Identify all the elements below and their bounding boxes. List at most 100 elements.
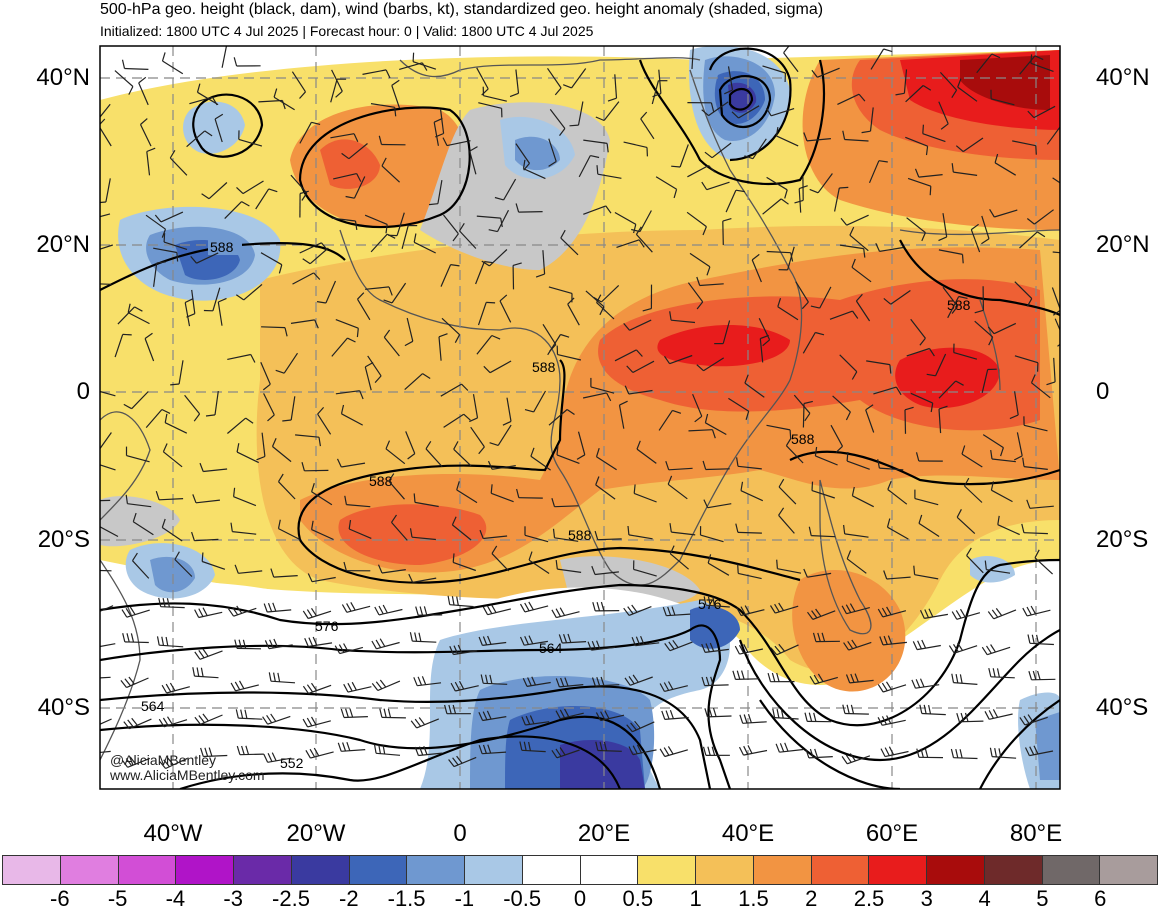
wind-barb-feather — [122, 333, 132, 336]
wind-barb-feather — [635, 226, 642, 235]
wind-barb — [727, 66, 734, 91]
wind-barb-feather — [338, 644, 345, 653]
wind-barb — [687, 164, 709, 178]
wind-barb — [815, 455, 838, 466]
wind-barb-feather — [919, 704, 923, 714]
wind-barb-feather — [176, 252, 179, 262]
wind-barb — [1051, 287, 1060, 311]
wind-barb — [440, 264, 452, 287]
lat-label-right: 40°S — [1096, 694, 1149, 721]
wind-barb — [132, 521, 154, 536]
colorbar-swatch — [638, 856, 696, 884]
wind-barb-feather — [202, 648, 209, 657]
wind-barb-feather — [84, 492, 87, 501]
wind-barb-feather — [519, 636, 525, 646]
wind-barb — [887, 526, 909, 540]
wind-barb — [907, 177, 931, 187]
wind-barb-feather — [807, 611, 814, 620]
wind-barb — [370, 103, 395, 108]
wind-barb-feather — [606, 143, 609, 153]
wind-barb-feather — [121, 59, 126, 69]
wind-barb-feather — [705, 676, 710, 686]
contour-labels: 588 588 588 588 588 588 576 576 564 564 … — [141, 237, 971, 771]
wind-barb-feather — [801, 301, 809, 310]
wind-barb-feather — [448, 704, 452, 714]
wind-barb-feather — [701, 643, 706, 653]
wind-barb-feather — [343, 683, 349, 693]
wind-barb-feather — [409, 528, 413, 538]
wind-barb-feather — [804, 412, 811, 422]
wind-barb-feather — [813, 712, 817, 722]
wind-barb-feather — [886, 518, 891, 528]
colorbar-swatch — [696, 856, 754, 884]
wind-barb — [162, 60, 184, 75]
wind-barb — [964, 485, 983, 503]
colorbar-tick-label: 5 — [1036, 886, 1049, 911]
wind-barb-feather — [198, 715, 205, 723]
wind-barb-feather — [523, 741, 527, 751]
wind-barb-feather — [747, 714, 752, 723]
wind-barb — [499, 300, 512, 323]
wind-barb-feather — [155, 491, 160, 500]
wind-barb — [762, 198, 782, 215]
wind-barb-feather — [701, 109, 709, 117]
wind-barb-feather — [1024, 747, 1030, 756]
wind-barb — [903, 69, 908, 94]
wind-barb — [557, 568, 582, 573]
colorbar-tick-label: 2 — [805, 886, 818, 911]
wind-barb-feather — [340, 404, 345, 414]
wind-barb-feather — [270, 713, 277, 722]
wind-barb — [705, 422, 727, 436]
wind-barb — [981, 369, 989, 393]
wind-barb-feather — [371, 683, 379, 691]
wind-barb-feather — [345, 708, 349, 718]
wind-barb-feather — [192, 494, 197, 504]
wind-barb-feather — [433, 117, 443, 123]
wind-barb-feather — [379, 638, 386, 647]
wind-barb-feather — [448, 759, 455, 767]
lon-label: 40°E — [721, 820, 775, 847]
wind-barb — [766, 176, 788, 191]
wind-barb-feather — [198, 650, 205, 659]
wind-barb-feather — [815, 331, 825, 336]
wind-barb-feather — [385, 440, 391, 450]
wind-barb — [348, 528, 372, 539]
wind-barb-feather — [487, 635, 492, 645]
wind-barb — [844, 533, 869, 538]
wind-barb — [1030, 62, 1054, 72]
wind-barb-feather — [877, 459, 880, 469]
wind-barb-feather — [356, 173, 362, 182]
wind-barb-feather — [952, 643, 959, 653]
wind-barb — [793, 394, 811, 414]
map-subtitle: Initialized: 1800 UTC 4 Jul 2025 | Forec… — [100, 23, 594, 39]
wind-barb — [1046, 126, 1060, 145]
wind-barb-feather — [233, 487, 236, 497]
wind-barb-feather — [423, 745, 428, 755]
wind-barb-feather — [318, 437, 321, 447]
wind-barb-feather — [984, 560, 987, 570]
wind-barb — [184, 394, 201, 415]
wind-barb-feather — [205, 414, 216, 417]
wind-barb-feather — [803, 132, 808, 142]
wind-barb — [441, 317, 461, 336]
wind-barb-feather — [200, 667, 204, 677]
credit-handle: @AliciaMBentley — [110, 752, 217, 768]
wind-barb — [197, 91, 219, 106]
wind-barb-feather — [696, 301, 704, 310]
height-contours — [100, 47, 1060, 789]
wind-barb-feather — [623, 323, 630, 331]
wind-barb-feather — [919, 678, 925, 688]
wind-barb-feather — [849, 226, 855, 236]
wind-barb — [938, 101, 949, 125]
wind-barb-feather — [771, 672, 776, 682]
wind-barb-feather — [736, 457, 739, 467]
wind-barb — [577, 431, 586, 455]
wind-barb — [1019, 231, 1038, 249]
wind-barb-feather — [485, 674, 489, 684]
lat-label-right: 0 — [1096, 378, 1110, 405]
wind-barb-feather — [422, 373, 431, 380]
wind-barb — [811, 535, 836, 538]
wind-barb — [865, 409, 875, 433]
wind-barb — [278, 528, 301, 541]
wind-barb-feather — [672, 639, 679, 648]
